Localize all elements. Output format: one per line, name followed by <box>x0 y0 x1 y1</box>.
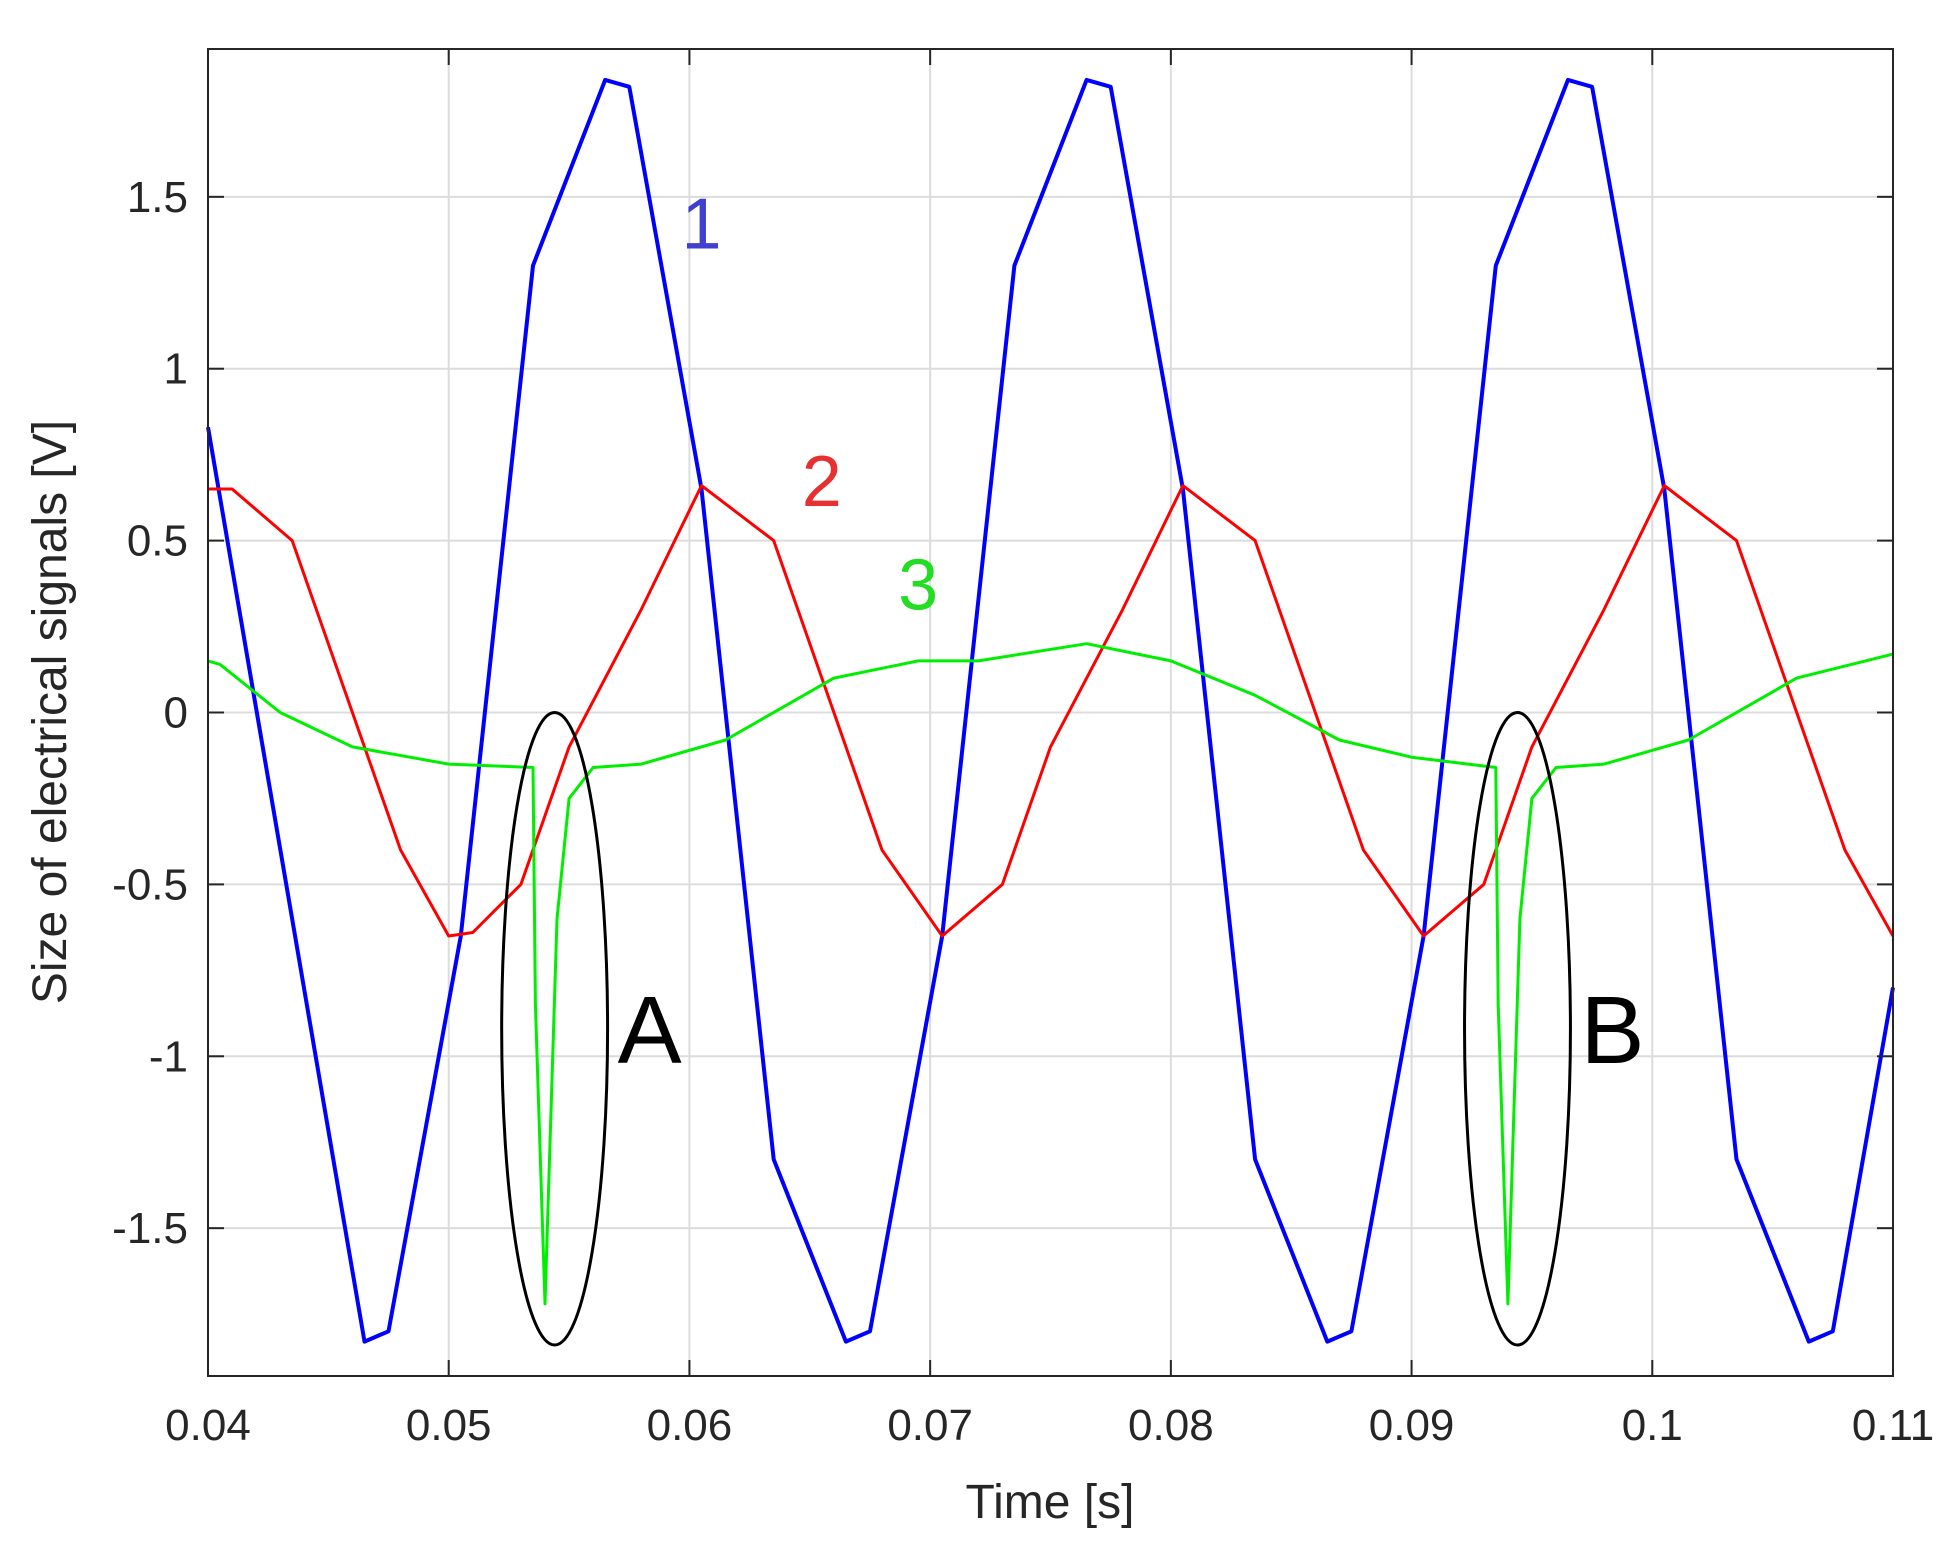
y-tick-label: 1.5 <box>127 173 188 222</box>
series-line-2 <box>208 484 1895 938</box>
y-tick-label: 0 <box>164 689 188 738</box>
series-line-3 <box>207 642 1894 1306</box>
y-axis-ticks: -1.5 -1 -0.5 0 0.5 1 1.5 <box>112 173 1893 1253</box>
series-layer <box>206 77 1895 1344</box>
y-tick-label: -0.5 <box>112 860 188 909</box>
curve-label-3: 3 <box>898 545 938 625</box>
y-axis-title: Size of electrical signals [V] <box>24 420 77 1004</box>
x-tick-label: 0.1 <box>1622 1401 1683 1450</box>
curve-label-2: 2 <box>802 442 842 522</box>
grid <box>207 49 1894 1376</box>
x-tick-label: 0.05 <box>406 1401 492 1450</box>
x-tick-label: 0.08 <box>1128 1401 1214 1450</box>
curve-label-1: 1 <box>681 184 721 264</box>
x-axis-title: Time [s] <box>966 1476 1135 1529</box>
region-label-B: B <box>1580 977 1644 1084</box>
curve-labels: 1 23 <box>681 184 938 625</box>
x-tick-label: 0.07 <box>887 1401 973 1450</box>
region-ellipse-A <box>500 711 610 1347</box>
series-line-1 <box>206 77 1895 1344</box>
x-axis-ticks: 0.04 0.05 0.06 0.07 0.08 0.09 0.1 0.11 <box>165 49 1934 1450</box>
x-tick-label: 0.11 <box>1852 1401 1934 1450</box>
x-tick-label: 0.06 <box>647 1401 733 1450</box>
y-tick-label: -1.5 <box>112 1204 188 1253</box>
y-tick-label: 0.5 <box>127 517 188 566</box>
y-tick-label: 1 <box>164 345 188 394</box>
x-tick-label: 0.04 <box>165 1401 251 1450</box>
region-ellipse-B <box>1463 711 1572 1347</box>
region-label-A: A <box>618 977 682 1084</box>
x-tick-label: 0.09 <box>1369 1401 1455 1450</box>
y-tick-label: -1 <box>149 1032 188 1081</box>
